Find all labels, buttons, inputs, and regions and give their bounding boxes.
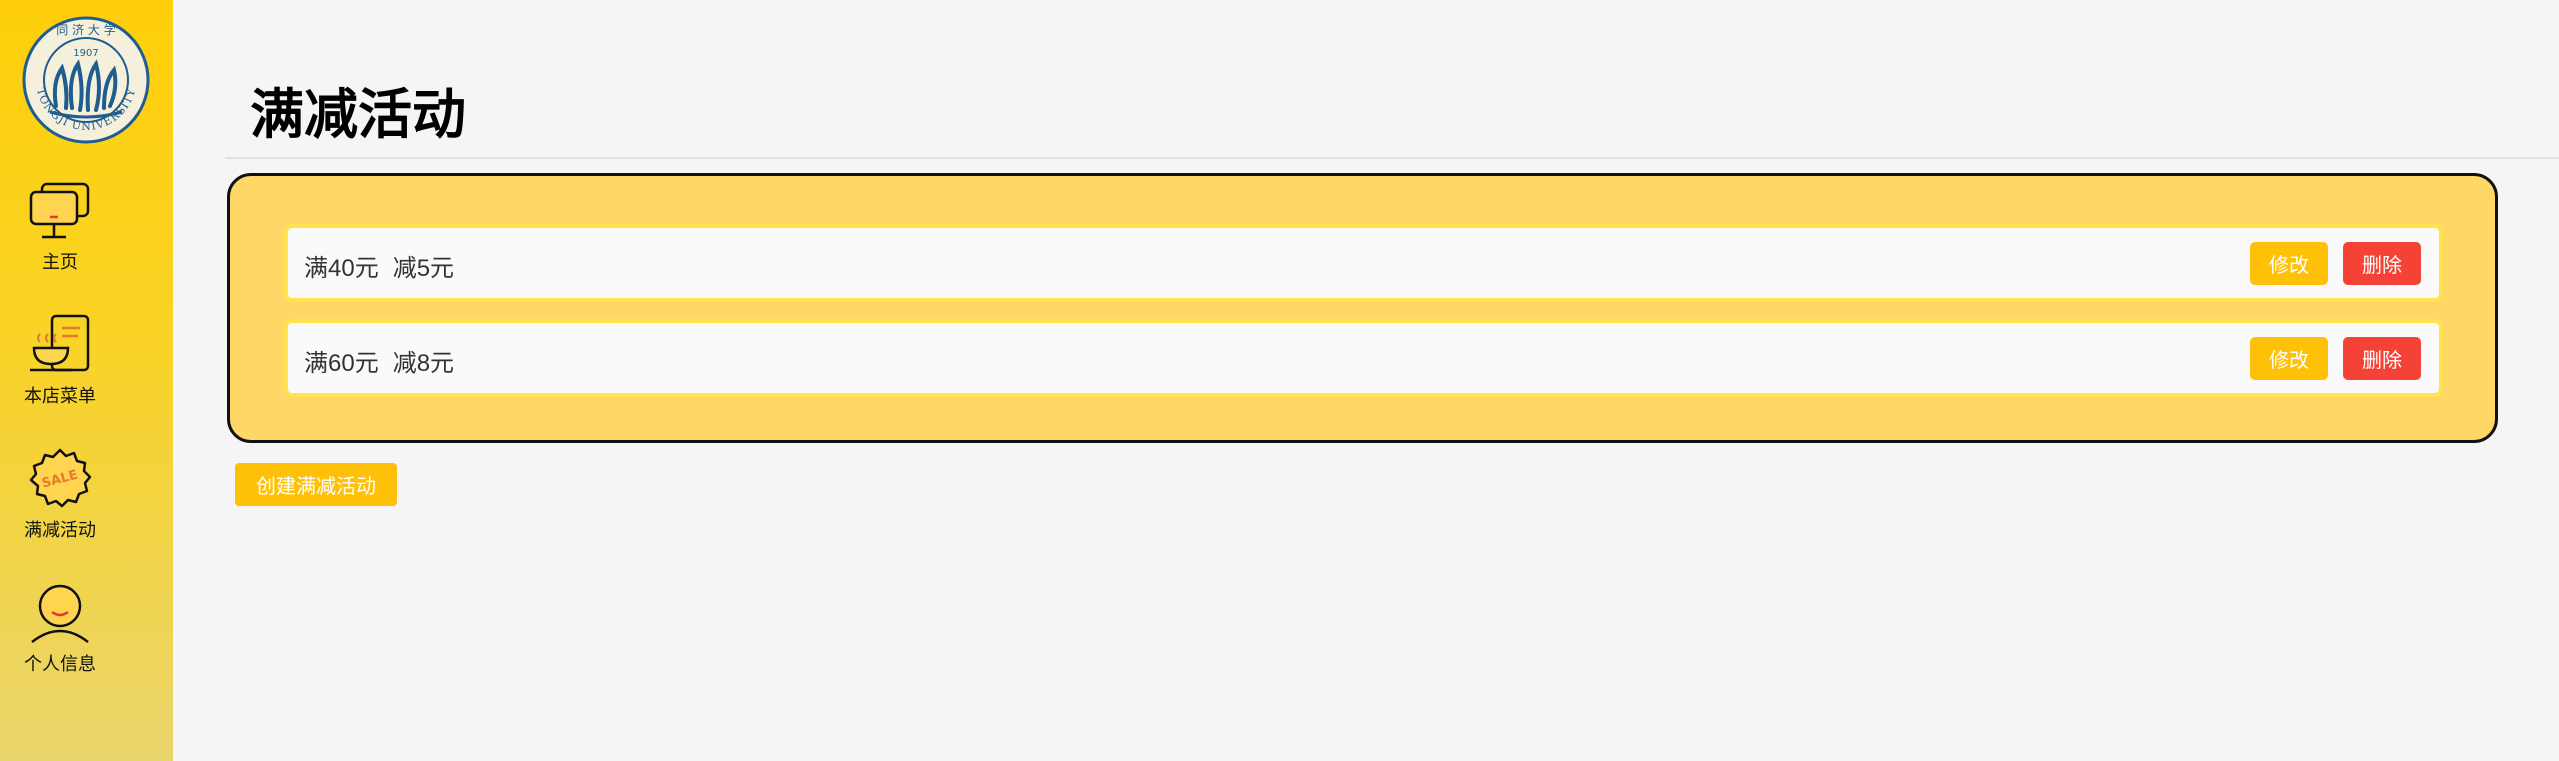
nav-home-label: 主页 xyxy=(42,252,78,273)
nav-menu[interactable]: 本店菜单 xyxy=(0,314,120,408)
user-icon xyxy=(31,584,89,643)
promotion-threshold: 满60元 xyxy=(304,350,379,377)
nav-promotions-label: 满减活动 xyxy=(24,520,96,541)
edit-button[interactable]: 修改 xyxy=(2250,242,2328,285)
nav-menu-label: 本店菜单 xyxy=(24,386,96,407)
promotion-discount: 减8元 xyxy=(392,350,455,377)
promotions-panel: 满40元 减5元 修改 删除 满60元 减8元 修改 删除 xyxy=(227,173,2498,443)
nav-promotions[interactable]: SALE 满减活动 xyxy=(0,448,120,542)
promotion-row: 满40元 减5元 修改 删除 xyxy=(284,224,2443,302)
page-title: 满减活动 xyxy=(250,83,466,146)
delete-button[interactable]: 删除 xyxy=(2343,242,2421,285)
menu-cup-icon xyxy=(30,314,90,372)
nav-profile-label: 个人信息 xyxy=(24,654,96,675)
logo-year: 1907 xyxy=(73,48,98,59)
university-logo: TONGJI UNIVERSITY 同 济 大 学 1907 xyxy=(22,16,150,144)
nav-home[interactable]: 主页 xyxy=(0,182,120,274)
sidebar: TONGJI UNIVERSITY 同 济 大 学 1907 主页 xyxy=(0,0,173,761)
nav-profile[interactable]: 个人信息 xyxy=(0,582,120,676)
promotion-threshold: 满40元 xyxy=(304,255,379,282)
logo-top-text: 同 济 大 学 xyxy=(56,22,115,37)
delete-button[interactable]: 删除 xyxy=(2343,337,2421,380)
tongji-seal-icon: TONGJI UNIVERSITY 同 济 大 学 1907 xyxy=(22,16,150,144)
promotion-row: 满60元 减8元 修改 删除 xyxy=(284,319,2443,397)
sale-badge-icon: SALE xyxy=(29,448,92,508)
promotion-discount: 减5元 xyxy=(392,255,455,282)
edit-button[interactable]: 修改 xyxy=(2250,337,2328,380)
monitor-icon xyxy=(29,182,90,239)
title-divider xyxy=(225,157,2559,159)
promotion-text: 满60元 减8元 xyxy=(304,343,454,378)
create-promotion-button[interactable]: 创建满减活动 xyxy=(235,463,397,506)
promotion-text: 满40元 减5元 xyxy=(304,248,454,283)
